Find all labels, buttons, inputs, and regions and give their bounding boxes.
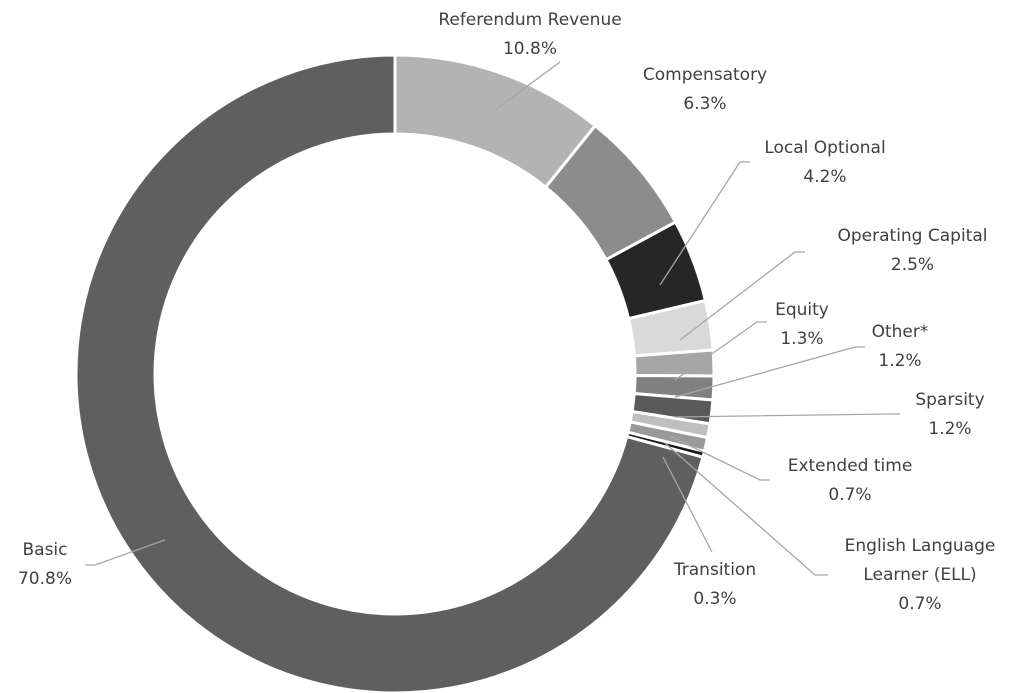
leader-line: [85, 539, 166, 566]
leader-line: [669, 435, 770, 481]
label-name: Local Optional: [764, 138, 886, 158]
data-label: Compensatory 6.3%: [605, 61, 805, 119]
label-name: Extended time: [787, 456, 913, 476]
label-name: Referendum Revenue: [438, 10, 622, 30]
label-value: 0.7%: [898, 594, 942, 614]
donut-slice: [632, 348, 716, 378]
data-label: Transition 0.3%: [655, 556, 775, 614]
label-value: 0.3%: [693, 589, 737, 609]
label-value: 1.2%: [878, 351, 922, 371]
label-value: 4.2%: [803, 167, 847, 187]
data-label: English Language Learner (ELL) 0.7%: [825, 532, 1012, 619]
leader-line: [674, 346, 865, 398]
label-name: Equity: [775, 300, 829, 320]
data-label: Referendum Revenue 10.8%: [430, 6, 630, 64]
leader-line: [659, 161, 750, 286]
leader-line: [674, 413, 900, 418]
label-value: 1.2%: [928, 419, 972, 439]
label-name: English Language Learner (ELL): [844, 536, 996, 585]
data-label: Equity 1.3%: [742, 296, 862, 354]
data-label: Operating Capital 2.5%: [800, 222, 1012, 280]
leader-line: [664, 442, 828, 576]
data-label: Extended time 0.7%: [760, 452, 940, 510]
label-value: 2.5%: [890, 255, 935, 275]
leader-line: [674, 321, 767, 381]
label-name: Other*: [871, 322, 929, 342]
leader-line: [662, 456, 713, 553]
data-label: Other* 1.2%: [850, 318, 950, 376]
leader-line: [679, 251, 805, 341]
donut-slice: [74, 53, 705, 693]
leader-line: [494, 61, 561, 111]
label-name: Compensatory: [642, 65, 768, 85]
data-label: Local Optional 4.2%: [725, 134, 925, 192]
label-name: Transition: [673, 560, 757, 580]
label-name: Basic: [22, 540, 68, 560]
label-value: 0.7%: [828, 485, 872, 505]
label-value: 6.3%: [683, 94, 727, 114]
label-name: Sparsity: [915, 390, 985, 410]
label-name: Operating Capital: [837, 226, 988, 246]
data-label: Sparsity 1.2%: [895, 386, 1005, 444]
label-value: 70.8%: [17, 569, 72, 589]
label-value: 10.8%: [502, 39, 557, 59]
label-value: 1.3%: [780, 329, 824, 349]
data-label: Basic 70.8%: [0, 536, 90, 594]
